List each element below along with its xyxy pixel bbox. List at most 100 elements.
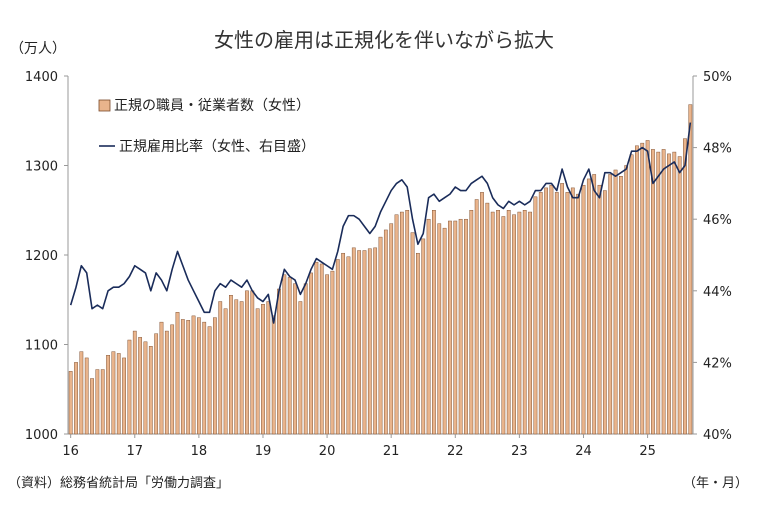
bar [640, 142, 645, 435]
bar [223, 308, 228, 435]
bar [517, 211, 522, 435]
bar [330, 270, 335, 435]
right-tick-label: 42% [703, 356, 732, 371]
x-tick-label: 17 [127, 444, 144, 459]
right-tick-label: 46% [703, 213, 732, 228]
x-tick-label: 22 [447, 444, 464, 459]
bar [629, 154, 634, 435]
bar [683, 138, 687, 435]
bar [191, 315, 196, 435]
bar [608, 174, 613, 435]
x-tick-label: 24 [575, 444, 592, 459]
bar [218, 301, 223, 435]
bar [362, 250, 367, 435]
bar [95, 369, 100, 435]
bar [560, 183, 565, 435]
bar [485, 202, 490, 435]
bar [325, 274, 329, 435]
bar [426, 218, 431, 435]
bar [298, 301, 303, 435]
bar [79, 351, 84, 435]
bar [84, 357, 89, 435]
bar [469, 210, 474, 435]
right-tick-label: 48% [703, 142, 732, 157]
bar [239, 301, 244, 435]
bar [586, 178, 591, 435]
x-axis-unit: （年・月） [683, 476, 748, 491]
bar [148, 346, 153, 435]
bar [496, 210, 500, 435]
bar [437, 223, 442, 435]
bar [432, 210, 436, 435]
bar [592, 174, 597, 435]
bar [132, 330, 137, 435]
x-tick-label: 20 [319, 444, 336, 459]
bar [645, 140, 650, 435]
bar [661, 149, 666, 435]
bar [635, 145, 639, 435]
bar [613, 169, 618, 435]
bar [213, 317, 217, 435]
bar [271, 315, 276, 435]
bar [416, 252, 420, 435]
bar [554, 192, 559, 435]
bar [538, 192, 543, 435]
bar [346, 256, 351, 435]
bar [202, 321, 207, 435]
bar [170, 324, 175, 435]
bar [111, 351, 116, 435]
bar [255, 308, 260, 435]
bar [373, 247, 378, 435]
bar [688, 104, 693, 435]
bar [576, 193, 581, 435]
bar [250, 290, 255, 435]
bar [116, 353, 121, 435]
bar [602, 190, 607, 435]
bar [458, 218, 463, 435]
bar [207, 326, 212, 435]
bar [74, 362, 78, 435]
bar [357, 250, 362, 435]
bar [464, 218, 468, 435]
bar [383, 229, 388, 435]
bar [180, 319, 185, 435]
x-tick-label: 16 [62, 444, 79, 459]
bar [309, 272, 313, 435]
right-tick-label: 50% [703, 70, 732, 85]
x-tick-label: 19 [255, 444, 272, 459]
x-tick-label: 18 [191, 444, 208, 459]
bar [175, 312, 180, 435]
bar [378, 236, 383, 435]
bar [667, 153, 671, 435]
bar [351, 247, 356, 435]
source-note: （資料）総務省統計局「労働力調査」 [8, 475, 229, 491]
bar [619, 176, 623, 435]
right-tick-label: 40% [703, 428, 732, 443]
x-tick-label: 23 [511, 444, 528, 459]
bar [506, 210, 511, 435]
bar [651, 149, 655, 435]
bar [293, 283, 297, 435]
bar [186, 320, 191, 435]
bar [421, 238, 426, 435]
legend-bar-label: 正規の職員・従業者数（女性） [114, 97, 310, 114]
bar [480, 192, 484, 435]
bar [624, 165, 629, 435]
bar [127, 339, 132, 435]
bar [442, 227, 447, 435]
x-tick-label: 25 [639, 444, 656, 459]
bar [277, 288, 281, 435]
bar [100, 369, 105, 435]
bar [154, 333, 159, 435]
bar [677, 156, 682, 435]
bar [544, 187, 548, 435]
bar [106, 355, 110, 435]
bar [266, 301, 271, 435]
bar [448, 220, 452, 435]
x-tick-label: 21 [383, 444, 400, 459]
bar [367, 248, 372, 435]
bar [597, 184, 602, 435]
legend-bar-swatch [98, 99, 111, 112]
bar [234, 299, 239, 435]
